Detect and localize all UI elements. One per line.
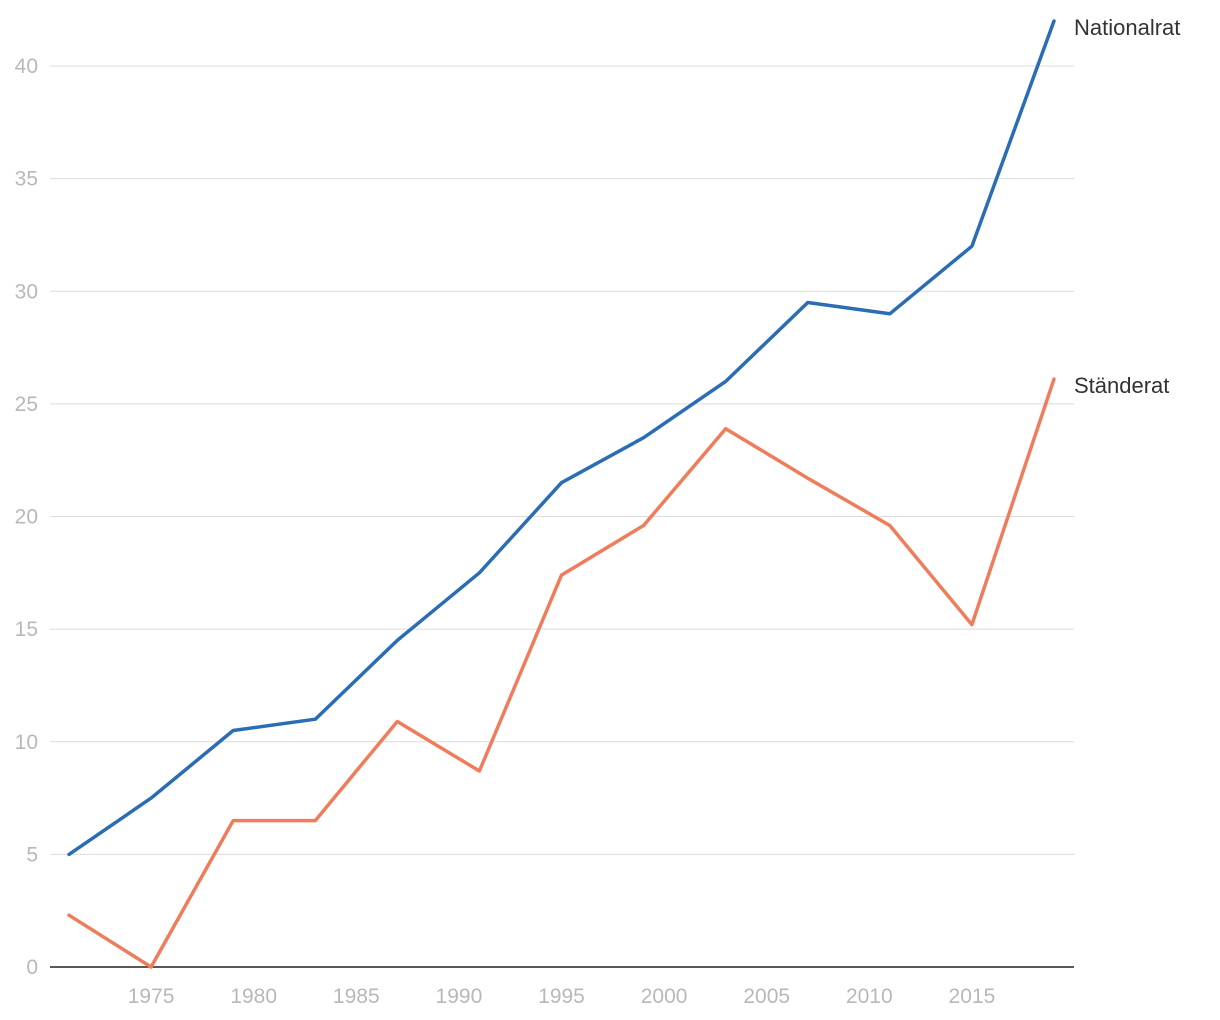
- y-tick-label: 40: [15, 55, 38, 78]
- y-tick-label: 30: [15, 280, 38, 303]
- x-tick-label: 1985: [333, 985, 380, 1008]
- series-lines: [67, 19, 1056, 969]
- series-line-st-nderat: [67, 377, 1056, 969]
- series-label: Nationalrat: [1074, 15, 1180, 40]
- y-tick-label: 0: [26, 956, 38, 979]
- x-tick-label: 1975: [128, 985, 175, 1008]
- y-tick-label: 10: [15, 731, 38, 754]
- series-labels: Nationalrat Ständerat: [1074, 15, 1180, 398]
- y-tick-label: 15: [15, 618, 38, 641]
- x-tick-label: 2000: [641, 985, 688, 1008]
- series-line-nationalrat: [67, 19, 1056, 857]
- y-axis-ticks: 0 5 10 15 20 25 30 35 40: [15, 55, 38, 979]
- x-tick-label: 1980: [230, 985, 277, 1008]
- x-tick-label: 1990: [436, 985, 483, 1008]
- y-tick-label: 20: [15, 506, 38, 529]
- grid-lines: [50, 65, 1074, 855]
- x-tick-label: 2010: [846, 985, 893, 1008]
- x-tick-label: 2015: [949, 985, 996, 1008]
- x-tick-label: 1995: [538, 985, 585, 1008]
- y-tick-label: 5: [26, 843, 38, 866]
- x-tick-label: 2005: [743, 985, 790, 1008]
- x-axis-ticks: 1975 1980 1985 1990 1995 2000 2005 2010 2015: [128, 985, 996, 1008]
- y-tick-label: 25: [15, 393, 38, 416]
- series-label: Ständerat: [1074, 373, 1169, 398]
- y-tick-label: 35: [15, 168, 38, 191]
